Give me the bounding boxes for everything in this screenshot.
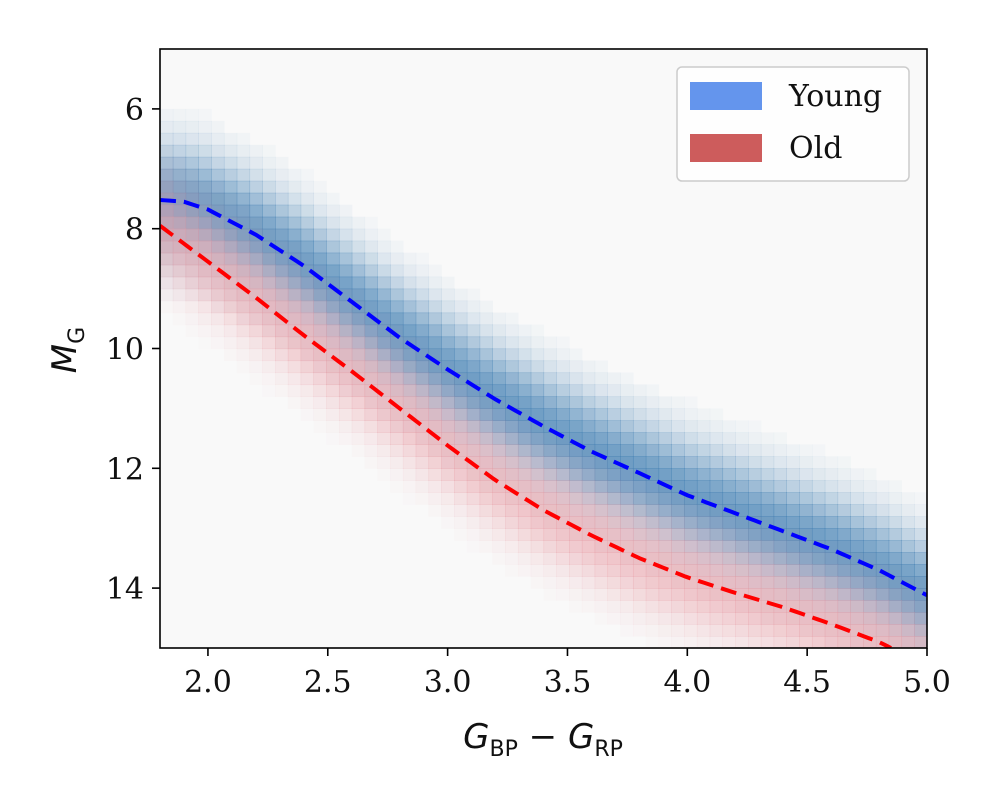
line-layer (160, 197, 927, 648)
x-tick-label: 3.0 (424, 665, 472, 700)
x-tick-label: 2.0 (184, 665, 232, 700)
y-tick-label: 8 (125, 213, 144, 248)
legend-swatch-old (690, 134, 762, 162)
x-tick-label: 2.5 (304, 665, 352, 700)
y-tick-label: 14 (106, 572, 144, 607)
y-tick-label: 12 (106, 452, 144, 487)
y-tick-label: 6 (125, 93, 144, 128)
legend: Young Old (676, 66, 910, 182)
x-tick-label: 4.0 (663, 665, 711, 700)
x-tick-label: 3.5 (544, 665, 592, 700)
legend-swatch-young (690, 82, 762, 110)
y-axis-label: MG (45, 327, 90, 373)
x-tick-label: 4.5 (783, 665, 831, 700)
x-axis-label-sub2: RP (594, 737, 623, 762)
x-axis-label-minus: − (518, 717, 568, 757)
x-tick-label: 5.0 (903, 665, 951, 700)
line-young (160, 197, 927, 598)
legend-label-old: Old (789, 131, 842, 166)
y-axis-label-m: M (45, 344, 85, 373)
y-tick-label: 10 (106, 333, 144, 368)
x-axis-label-g2: G (568, 717, 594, 757)
y-axis-label-sub: G (65, 327, 90, 344)
x-axis: 2.0 2.5 3.0 3.5 4.0 4.5 5.0 (184, 648, 951, 700)
x-axis-label: GBP − GRP (463, 717, 623, 762)
y-axis: 6 8 10 12 14 (106, 93, 160, 607)
x-axis-label-sub1: BP (489, 737, 517, 762)
line-old (160, 224, 892, 648)
legend-label-young: Young (788, 79, 882, 114)
x-axis-label-g1: G (463, 717, 489, 757)
